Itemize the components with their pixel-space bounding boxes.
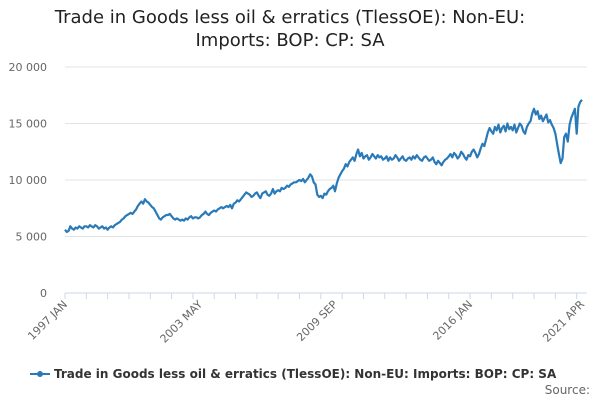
y-tick-label: 15 000: [9, 118, 48, 131]
legend-marker: [37, 371, 43, 377]
x-tick-label: 2009 SEP: [294, 298, 340, 344]
y-tick-label: 5 000: [16, 231, 48, 244]
source: Source:: [545, 383, 590, 397]
chart-title: Trade in Goods less oil & erratics (Tles…: [54, 7, 526, 51]
y-tick-label: 10 000: [9, 174, 48, 187]
x-tick-label: 1997 JAN: [25, 298, 70, 343]
legend-label: Trade in Goods less oil & erratics (Tles…: [54, 367, 557, 381]
y-tick-label: 20 000: [9, 61, 48, 74]
x-tick-label: 2016 JAN: [430, 298, 475, 343]
x-tick-label: 2021 APR: [540, 298, 587, 345]
data-line: [64, 99, 583, 234]
y-tick-label: 0: [40, 287, 47, 300]
x-tick-label: 2003 MAY: [158, 298, 206, 346]
